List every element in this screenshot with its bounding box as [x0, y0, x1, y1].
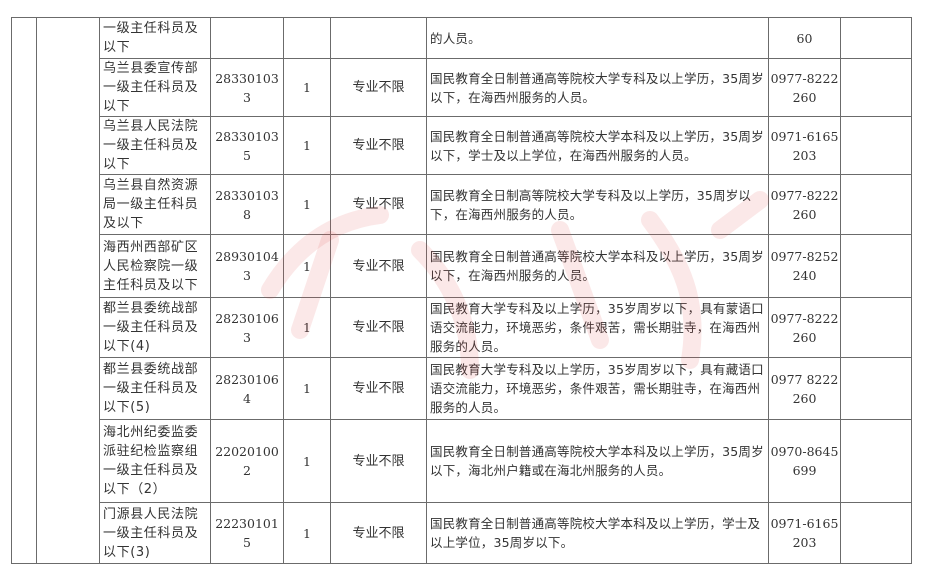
requirements-cell: 国民教育全日制普通高等院校大学本科及以上学历，35周岁以下，海北州户籍或在海北州… [426, 419, 769, 503]
requirements-cell: 国民教育全日制高等院校大学专科及以上学历，35周岁以下，在海西州服务的人员。 [426, 174, 769, 235]
phone-cell: 0977-8222260 [768, 58, 841, 117]
table-row: 都兰县委统战部一级主任科员及以下(5) 282301064 1 专业不限 国民教育大学专… [12, 357, 912, 420]
count-cell: 1 [283, 297, 331, 358]
code-cell: 283301033 [210, 58, 284, 117]
position-cell: 乌兰县委宣传部一级主任科员及以下 [99, 58, 211, 117]
major-cell: 专业不限 [330, 58, 427, 117]
major-cell [330, 17, 427, 59]
position-cell: 门源县人民法院一级主任科员及以下(3) [99, 502, 211, 564]
count-cell: 1 [283, 419, 331, 503]
phone-cell: 0971-6165203 [768, 502, 841, 564]
count-cell: 1 [283, 58, 331, 117]
count-cell: 1 [283, 234, 331, 298]
remarks-cell [840, 357, 912, 420]
table-row: 海北州纪委监委派驻纪检监察组一级主任科员及以下（2） 220201002 1 专业不限… [12, 419, 912, 503]
requirements-cell: 国民教育全日制普通高等院校大学本科及以上学历，35周岁以下，学士及以上学位，在海… [426, 116, 769, 175]
phone-cell: 0971-6165203 [768, 116, 841, 175]
count-cell: 1 [283, 502, 331, 564]
code-cell: 282301064 [210, 357, 284, 420]
major-cell: 专业不限 [330, 419, 427, 503]
count-cell: 1 [283, 116, 331, 175]
major-cell: 专业不限 [330, 297, 427, 358]
position-cell: 海西州西部矿区人民检察院一级主任科员及以下 [99, 234, 211, 298]
code-cell: 283301038 [210, 174, 284, 235]
phone-cell: 60 [768, 17, 841, 59]
table-row: 乌兰县人民法院一级主任科员及以下 283301035 1 专业不限 国民教育全日制普通高… [12, 116, 912, 175]
code-cell: 283301035 [210, 116, 284, 175]
requirements-cell: 国民教育大学专科及以上学历，35岁周岁以下，具有蒙语口语交流能力，环境恶劣，条件… [426, 297, 769, 358]
major-cell: 专业不限 [330, 502, 427, 564]
table-row: 乌兰县自然资源局一级主任科员及以下 283301038 1 专业不限 国民教育全日制高等… [12, 174, 912, 235]
position-cell: 都兰县委统战部一级主任科员及以下(4) [99, 297, 211, 358]
table-row: 都兰县委统战部一级主任科员及以下(4) 282301063 1 专业不限 国民教育大学专… [12, 297, 912, 358]
remarks-cell [840, 116, 912, 175]
major-cell: 专业不限 [330, 174, 427, 235]
requirements-cell: 的人员。 [426, 17, 769, 59]
count-cell: 1 [283, 357, 331, 420]
table-row: 海西州西部矿区人民检察院一级主任科员及以下 289301043 1 专业不限 国民教育全… [12, 234, 912, 298]
remarks-cell [840, 234, 912, 298]
code-cell: 220201002 [210, 419, 284, 503]
code-cell: 222301015 [210, 502, 284, 564]
phone-cell: 0977-8222260 [768, 174, 841, 235]
remarks-cell [840, 17, 912, 59]
requirements-cell: 国民教育全日制普通高等院校大学本科及以上学历，35周岁以下，在海西州服务的人员。 [426, 234, 769, 298]
position-cell: 乌兰县人民法院一级主任科员及以下 [99, 116, 211, 175]
count-cell: 1 [283, 174, 331, 235]
remarks-cell [840, 419, 912, 503]
table-row: 门源县人民法院一级主任科员及以下(3) 222301015 1 专业不限 国民教育全日制… [12, 502, 912, 564]
code-cell: 289301043 [210, 234, 284, 298]
remarks-cell [840, 502, 912, 564]
phone-cell: 0977-8222260 [768, 297, 841, 358]
department-cell [36, 17, 100, 564]
code-cell: 282301063 [210, 297, 284, 358]
position-cell: 乌兰县自然资源局一级主任科员及以下 [99, 174, 211, 235]
position-cell: 海北州纪委监委派驻纪检监察组一级主任科员及以下（2） [99, 419, 211, 503]
table-row: 乌兰县委宣传部一级主任科员及以下 283301033 1 专业不限 国民教育全日制普通高… [12, 58, 912, 117]
table-row: 一级主任科员及以下 的人员。 60 [11, 17, 912, 564]
phone-cell: 0970-8645699 [768, 419, 841, 503]
recruitment-table: 一级主任科员及以下 的人员。 60 乌兰县委宣传部一级主任科员及以下 283301033… [11, 17, 912, 564]
requirements-cell: 国民教育大学专科及以上学历，35岁周岁以下，具有藏语口语交流能力，环境恶劣，条件… [426, 357, 769, 420]
phone-cell: 0977-8252240 [768, 234, 841, 298]
remarks-cell [840, 174, 912, 235]
position-cell: 都兰县委统战部一级主任科员及以下(5) [99, 357, 211, 420]
code-cell [210, 17, 284, 59]
phone-cell: 0977 8222260 [768, 357, 841, 420]
count-cell [283, 17, 331, 59]
remarks-cell [840, 58, 912, 117]
requirements-cell: 国民教育全日制普通高等院校大学专科及以上学历，35周岁以下，在海西州服务的人员。 [426, 58, 769, 117]
index-cell [11, 17, 37, 564]
requirements-cell: 国民教育全日制普通高等院校大学本科及以上学历，学士及以上学位，35周岁以下。 [426, 502, 769, 564]
major-cell: 专业不限 [330, 357, 427, 420]
major-cell: 专业不限 [330, 234, 427, 298]
position-cell: 一级主任科员及以下 [99, 17, 211, 59]
major-cell: 专业不限 [330, 116, 427, 175]
remarks-cell [840, 297, 912, 358]
